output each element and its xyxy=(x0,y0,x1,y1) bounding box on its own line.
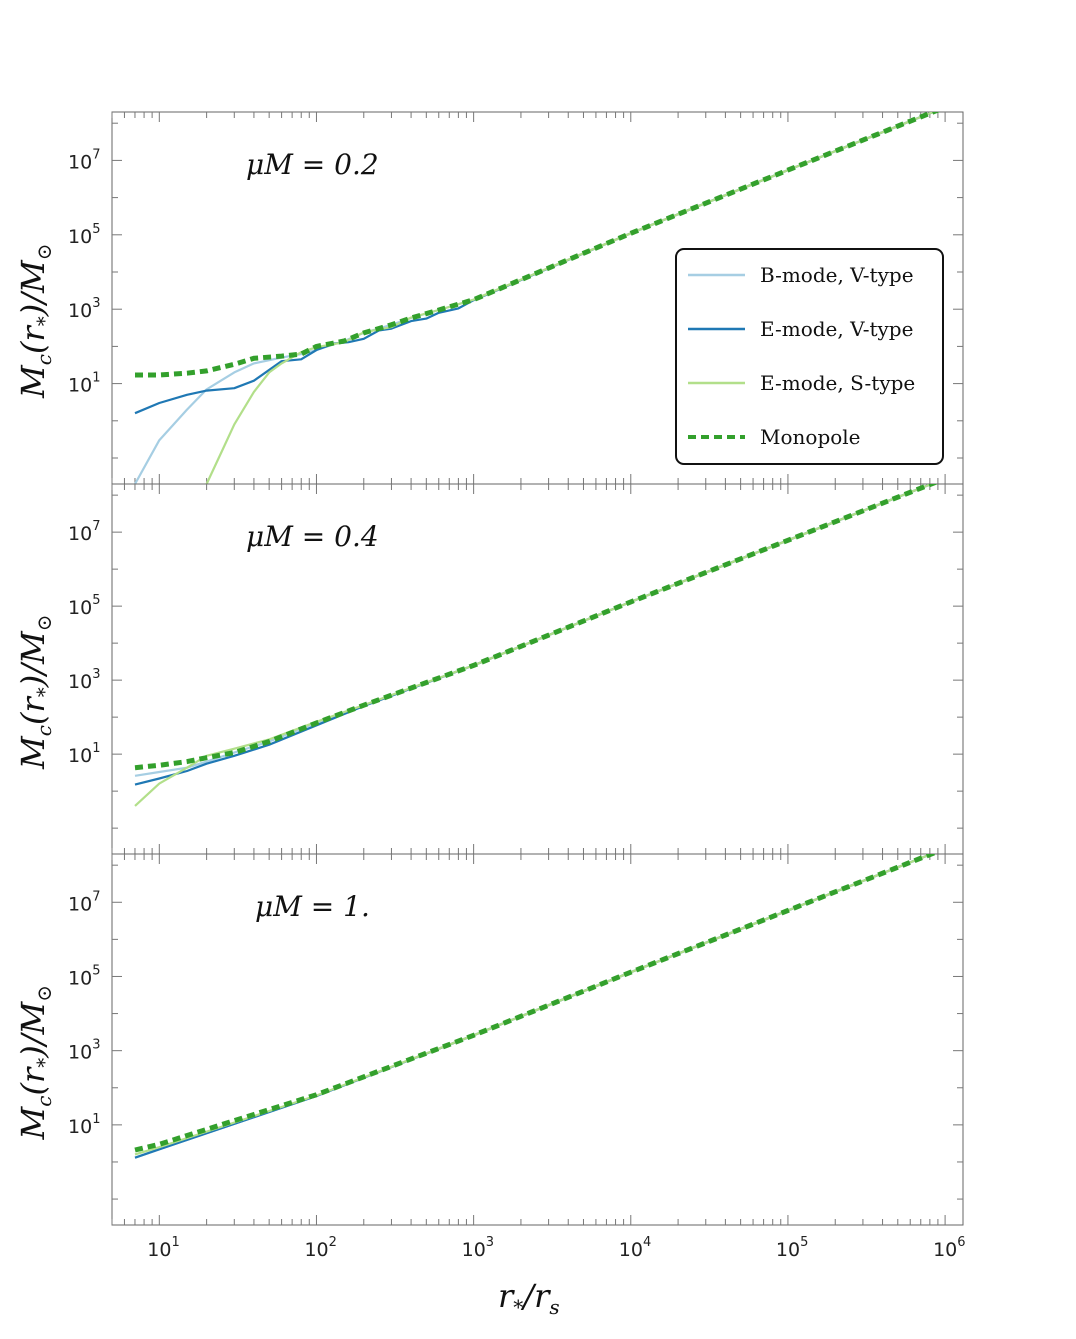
x-tick-label: 101 xyxy=(147,1235,179,1261)
legend-label: E-mode, V-type xyxy=(760,317,913,341)
series-group xyxy=(134,112,940,484)
x-axis: 101 102 103 104 105 106 xyxy=(147,1235,965,1261)
legend: B-mode, V-type E-mode, V-type E-mode, S-ty… xyxy=(675,248,944,465)
legend-label: Monopole xyxy=(760,425,861,449)
y-tick-label: 101 xyxy=(68,371,100,397)
y-tick-label: 101 xyxy=(68,1112,100,1138)
x-tick-label: 105 xyxy=(776,1235,808,1261)
y-tick-label: 105 xyxy=(68,963,100,989)
y-axis-title: Mc(r*)/M⊙ xyxy=(14,243,56,399)
series-line-monopole xyxy=(134,484,939,771)
legend-label: E-mode, S-type xyxy=(760,371,915,395)
x-axis-title: r*/rs xyxy=(498,1277,560,1319)
y-tick-label: 107 xyxy=(68,519,100,545)
series-line-monopole xyxy=(135,112,940,378)
panel-annotation: μM = 0.2 xyxy=(246,148,379,181)
x-tick-label: 104 xyxy=(619,1235,651,1261)
x-tick-label: 102 xyxy=(304,1235,336,1261)
series-group xyxy=(134,854,939,1159)
plot-frame xyxy=(111,483,964,855)
y-tick-label: 107 xyxy=(68,889,100,915)
y-tick-label: 101 xyxy=(68,741,100,767)
panel-1: 101 103 105 107 Mc(r*)/M⊙ μM = 0.2 xyxy=(14,111,964,485)
x-tick-label: 106 xyxy=(933,1235,965,1261)
panel-annotation: μM = 1. xyxy=(255,890,370,923)
x-tick-label: 103 xyxy=(462,1235,494,1261)
panel-2: 101 103 105 107 Mc(r*)/M⊙ μM = 0.4 xyxy=(14,483,964,855)
y-tick-label: 103 xyxy=(68,667,100,693)
y-tick-label: 105 xyxy=(68,222,100,248)
y-tick-label: 107 xyxy=(68,147,100,173)
series-line-monopole xyxy=(134,854,939,1153)
legend-box xyxy=(675,248,944,465)
y-axis-title: Mc(r*)/M⊙ xyxy=(14,985,56,1141)
plot-frame xyxy=(111,853,964,1226)
y-tick-label: 103 xyxy=(68,296,100,322)
panel-annotation: μM = 0.4 xyxy=(246,520,379,553)
panel-3: 101 103 105 107 Mc(r*)/M⊙ μM = 1. xyxy=(14,853,964,1226)
y-tick-label: 105 xyxy=(68,593,100,619)
series-group xyxy=(134,484,939,807)
y-tick-label: 103 xyxy=(68,1038,100,1064)
legend-label: B-mode, V-type xyxy=(760,263,914,287)
y-axis-title: Mc(r*)/M⊙ xyxy=(14,614,56,770)
